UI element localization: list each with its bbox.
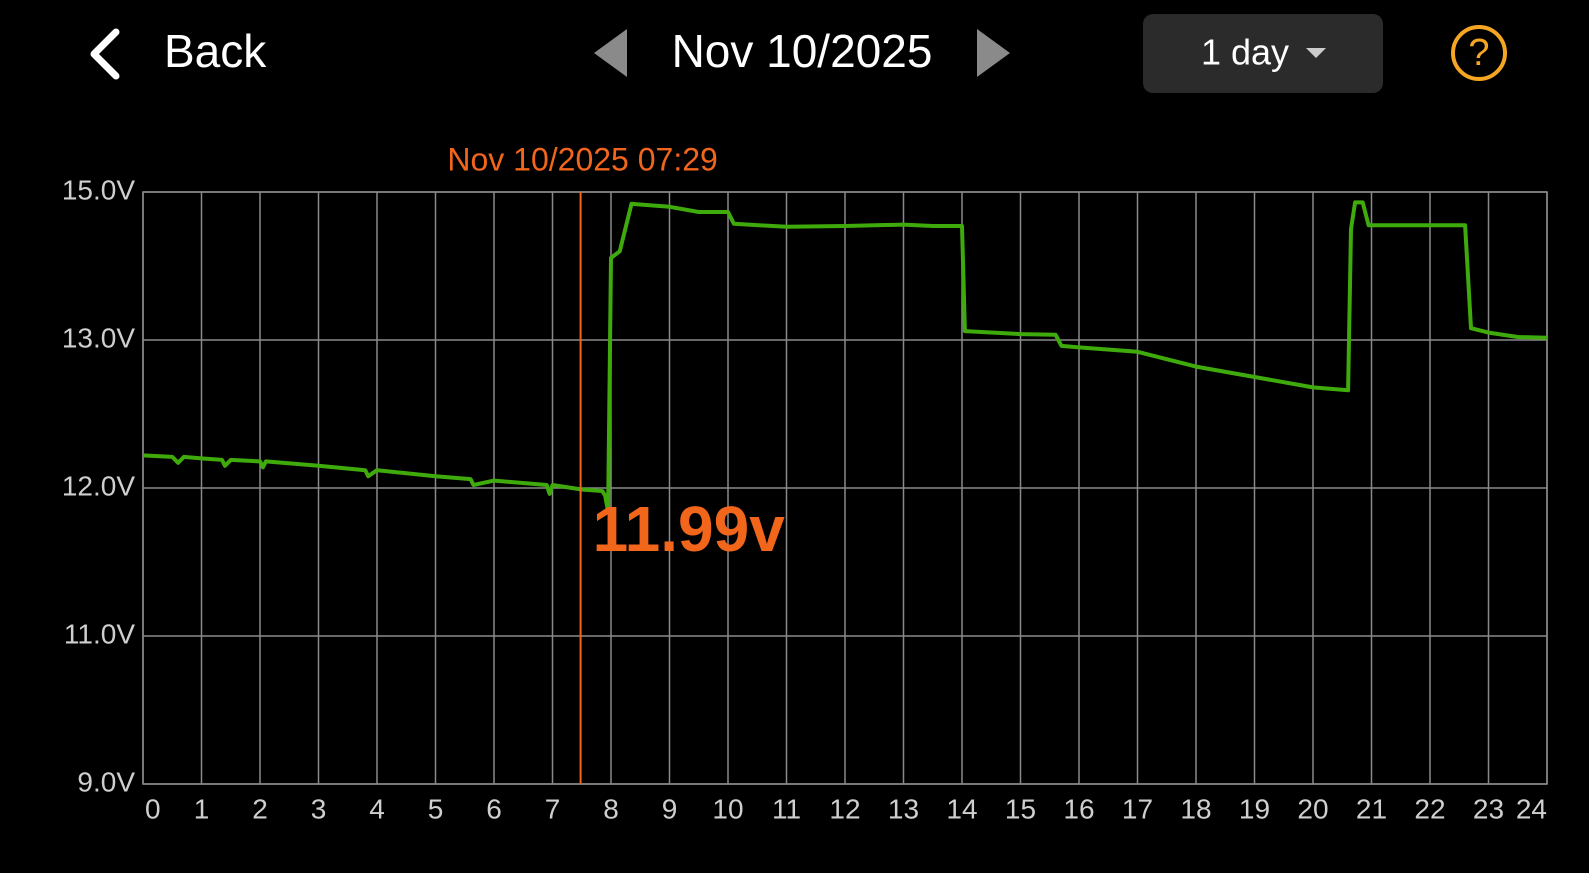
x-tick-label: 18 [1180,793,1211,824]
back-button[interactable]: Back [90,25,267,80]
next-day[interactable] [977,29,1010,77]
x-tick-label: 1 [194,793,210,824]
prev-day[interactable] [594,29,627,77]
x-tick-label: 17 [1122,793,1153,824]
help-icon: ? [1468,32,1489,74]
x-tick-label: 24 [1516,793,1547,824]
y-tick-label: 11.0V [64,618,135,649]
help-button[interactable]: ? [1451,25,1507,81]
x-tick-label: 4 [369,793,385,824]
x-tick-label: 21 [1356,793,1387,824]
y-tick-label: 15.0V [62,174,135,205]
x-tick-label: 10 [712,793,743,824]
x-tick-label: 5 [428,793,444,824]
y-tick-label: 13.0V [62,322,135,353]
x-tick-label: 13 [888,793,919,824]
range-label: 1 day [1201,32,1289,73]
y-tick-label: 12.0V [62,470,135,501]
x-tick-label: 15 [1005,793,1036,824]
x-tick-label: 14 [946,793,977,824]
x-tick-label: 16 [1063,793,1094,824]
x-tick-label: 11 [772,793,801,824]
x-tick-label: 7 [545,793,561,824]
dropdown-caret [1306,48,1326,58]
date-label: Nov 10/2025 [672,25,933,77]
data-line [142,200,1548,514]
x-tick-label: 2 [252,793,268,824]
dropdown-box [1143,14,1383,93]
x-tick-label: 19 [1239,793,1270,824]
x-tick-label: 8 [603,793,619,824]
y-tick-label: 9.0V [77,766,135,797]
range-dropdown[interactable]: 1 day [1143,14,1383,93]
x-tick-label: 0 [145,793,161,824]
x-tick-label: 9 [662,793,678,824]
cursor-time: Nov 10/2025 07:29 [447,141,717,177]
x-tick-label: 23 [1473,793,1504,824]
x-tick-label: 12 [829,793,860,824]
x-tick-label: 20 [1297,793,1328,824]
back-label: Back [164,25,267,77]
back-arrow [90,28,120,80]
help-circle [1451,25,1507,81]
x-tick-label: 6 [486,793,502,824]
x-tick-label: 22 [1414,793,1445,824]
x-tick-label: 3 [311,793,327,824]
cursor-value: 11.99v [593,493,786,565]
